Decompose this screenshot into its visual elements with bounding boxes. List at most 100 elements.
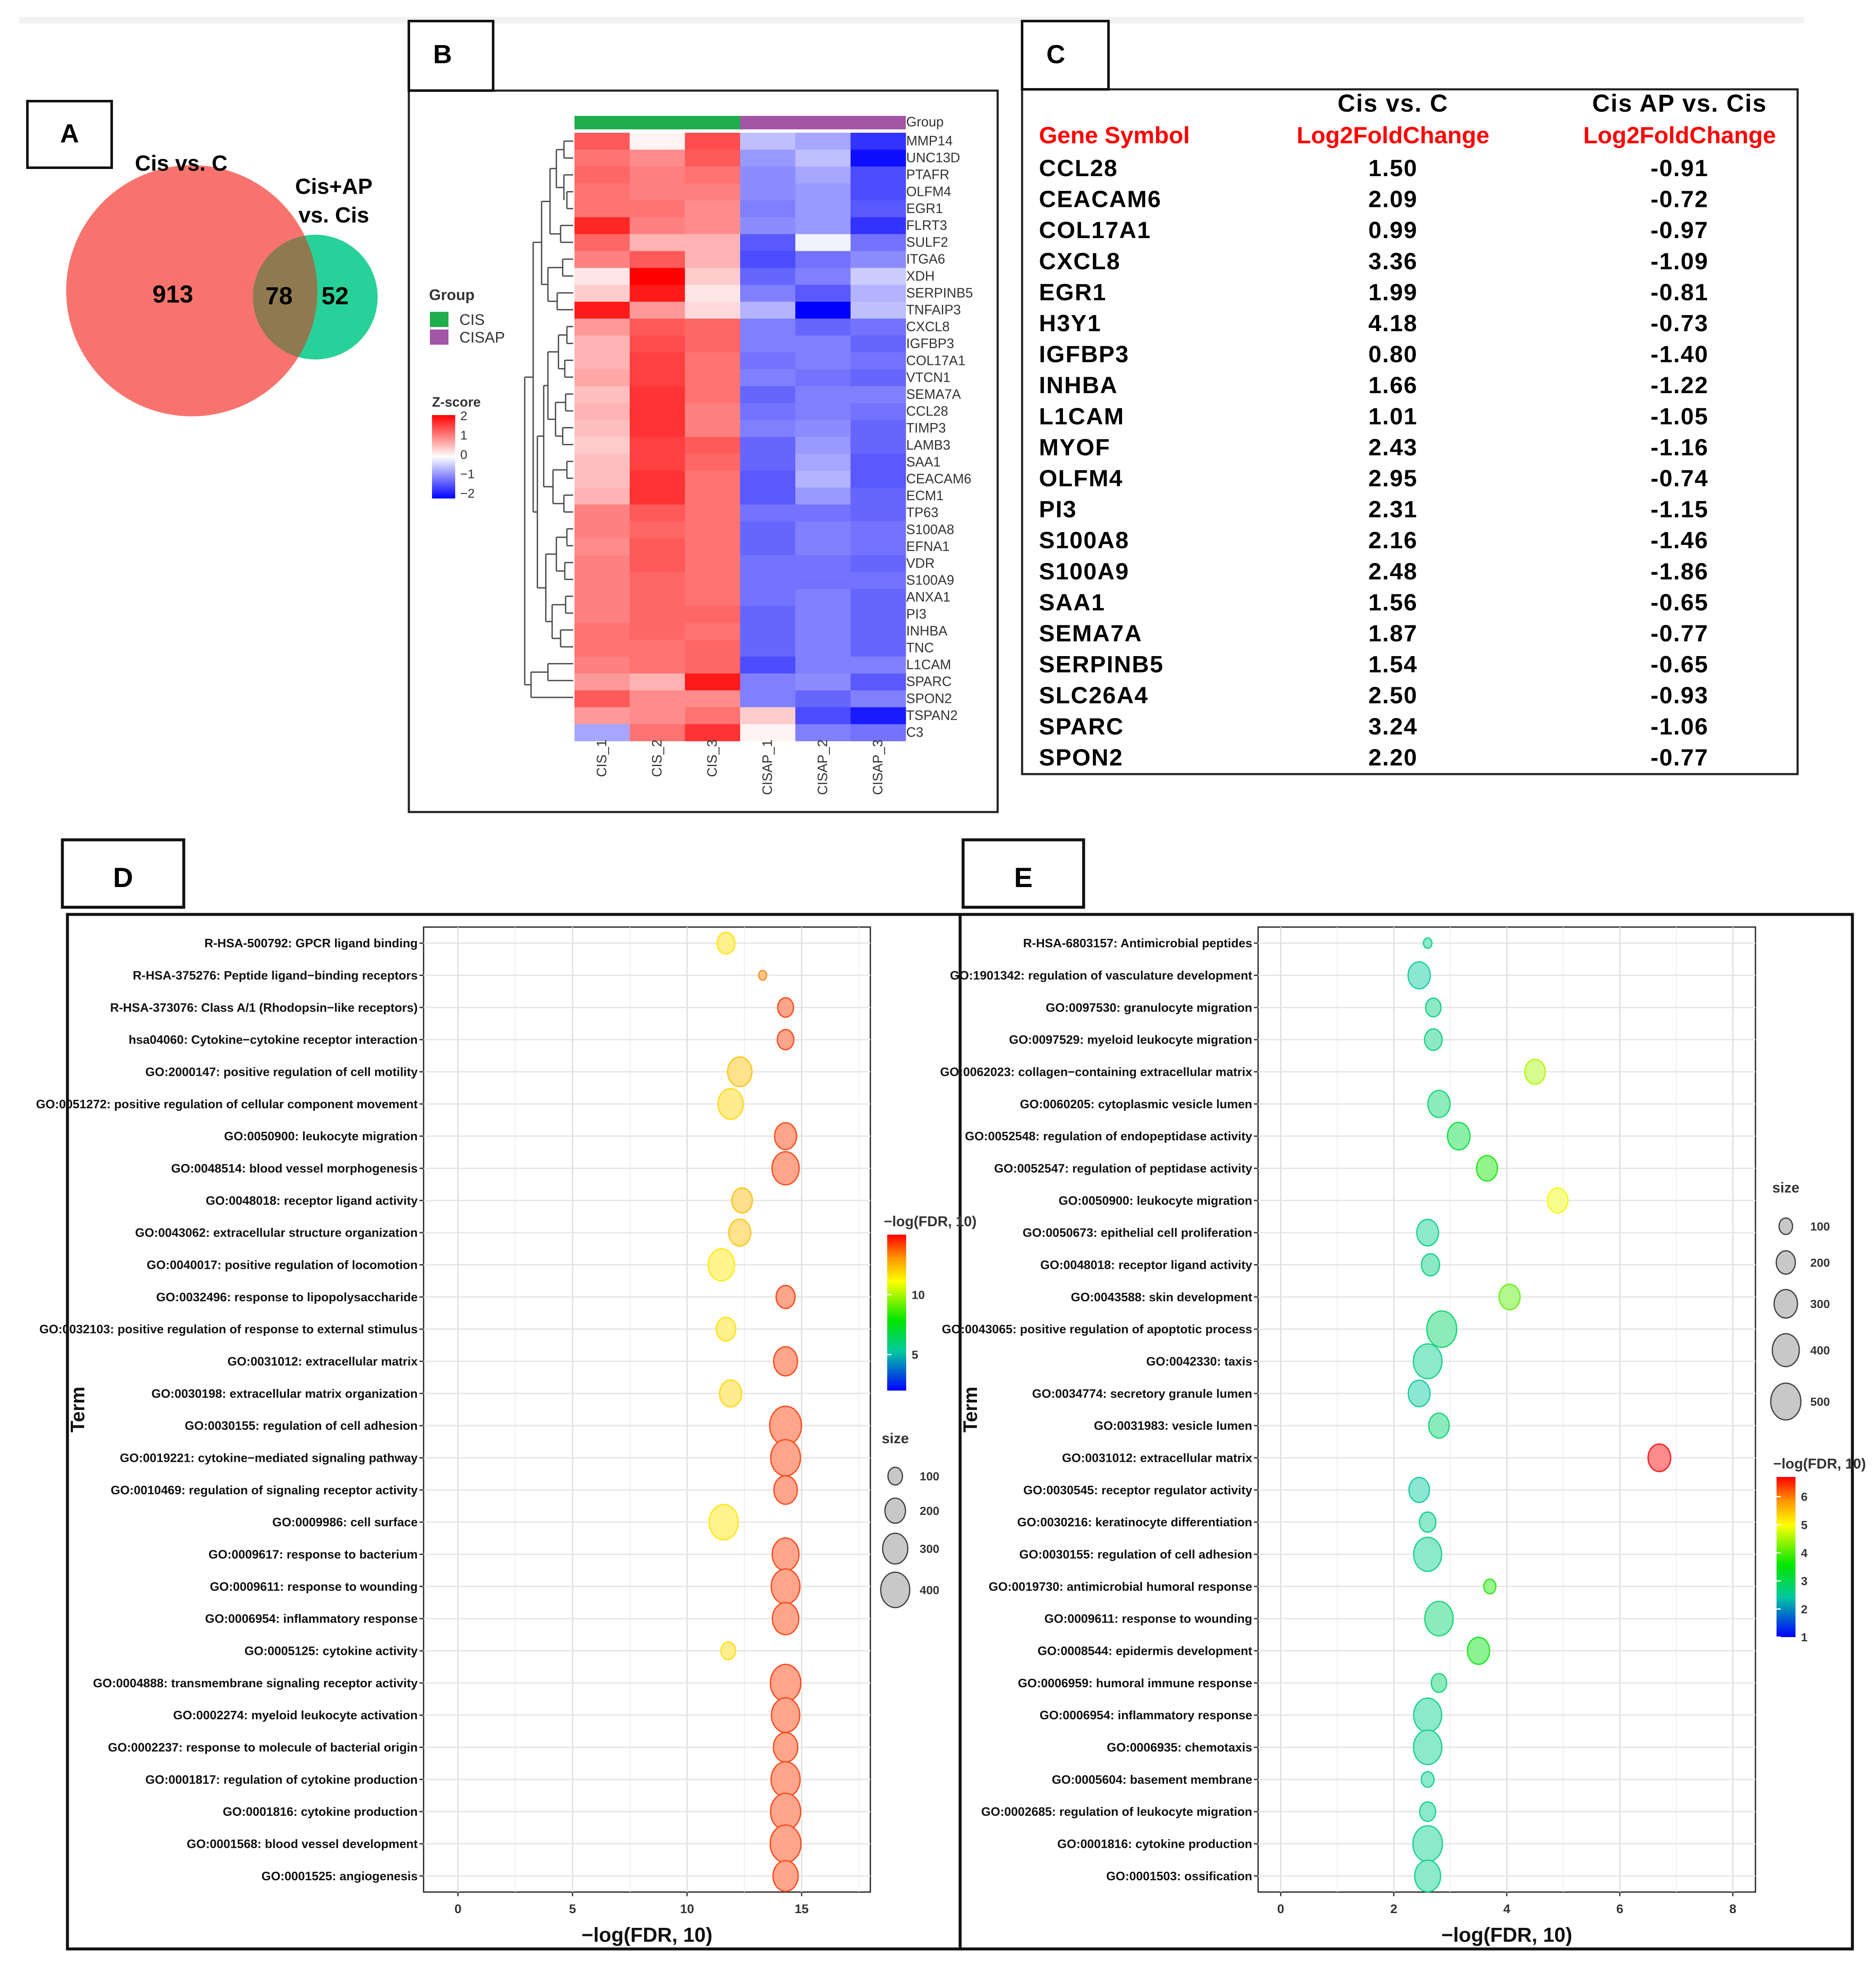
heatmap-cell — [630, 386, 685, 404]
term-label: GO:0001816: cytokine production — [1057, 1838, 1252, 1851]
bubble — [1420, 1771, 1435, 1788]
heatmap-cell — [630, 657, 685, 674]
heatmap-cell — [740, 572, 796, 590]
heatmap-cell — [795, 352, 851, 370]
panel-c-label-box — [1021, 20, 1110, 91]
heatmap-cell — [630, 420, 685, 437]
table-value-cis-vs-c: 2.16 — [1369, 527, 1418, 553]
panel-d-label: D — [113, 862, 133, 893]
table-value-cisap-vs-cis: -0.65 — [1651, 589, 1709, 615]
bubble — [758, 970, 768, 981]
term-label: R-HSA-375276: Peptide ligand−binding rec… — [133, 969, 418, 983]
color-legend-tick-label: 10 — [912, 1288, 925, 1301]
heatmap-cell — [740, 268, 796, 285]
heatmap-row-label: SEMA7A — [906, 387, 961, 402]
term-label: GO:0009617: response to bacterium — [209, 1548, 418, 1562]
table-group-header: Cis vs. C — [1338, 90, 1449, 117]
heatmap-cell — [740, 521, 796, 539]
heatmap-cell — [851, 217, 906, 235]
heatmap-cell — [685, 251, 741, 268]
heatmap-cell — [795, 403, 851, 421]
term-label: GO:0030216: keratinocyte differentiation — [1017, 1516, 1252, 1529]
bubble — [715, 1316, 737, 1342]
bubble — [1498, 1284, 1521, 1311]
bubble — [1546, 1187, 1569, 1214]
bubble — [1425, 997, 1442, 1018]
heatmap-cell — [630, 471, 685, 488]
heatmap-cell — [630, 538, 685, 555]
term-label: GO:0031983: vesicle lumen — [1094, 1419, 1252, 1433]
venn-circle-left — [66, 165, 317, 416]
panel-d-label-box — [61, 838, 185, 909]
heatmap: Group MMP14 UNC13D PTAFR OLFM4 EGR1 FLRT3 SULF2… — [429, 114, 973, 795]
heatmap-cell — [740, 150, 796, 167]
heatmap-row-label: PI3 — [906, 606, 926, 622]
bubble — [771, 1151, 800, 1186]
heatmap-row-label: S100A8 — [906, 522, 954, 537]
table-gene-symbol: CEACAM6 — [1039, 186, 1162, 212]
heatmap-cell — [740, 724, 796, 742]
table-gene-symbol: PI3 — [1039, 496, 1077, 523]
heatmap-cell — [851, 166, 906, 184]
heatmap-cell — [574, 589, 630, 606]
table-value-cisap-vs-cis: -0.77 — [1651, 620, 1709, 646]
table-value-cis-vs-c: 2.48 — [1369, 558, 1418, 584]
heatmap-cell — [740, 622, 796, 640]
term-label: GO:0048514: blood vessel morphogenesis — [171, 1162, 418, 1176]
panel-e-label: E — [1014, 862, 1033, 893]
heatmap-cell — [574, 403, 630, 421]
heatmap-cell — [795, 284, 851, 302]
top-rule — [19, 17, 1804, 24]
bubble — [773, 1346, 798, 1377]
heatmap-cell — [740, 488, 796, 505]
heatmap-cell — [685, 673, 741, 691]
color-legend-bar — [887, 1235, 906, 1391]
table-gene-symbol: COL17A1 — [1039, 217, 1151, 243]
heatmap-row-label: C3 — [906, 725, 923, 740]
color-legend-tick-label: 1 — [1801, 1631, 1808, 1644]
group-annotation-cell — [685, 116, 740, 129]
bubble — [772, 1602, 800, 1635]
size-legend-circle — [1770, 1382, 1802, 1421]
heatmap-row-label: PTAFR — [906, 167, 950, 182]
term-label: GO:0019221: cytokine−mediated signaling … — [120, 1452, 418, 1465]
size-legend-label: 400 — [1810, 1344, 1830, 1357]
heatmap-cell — [851, 183, 906, 201]
panel-a-label: A — [60, 119, 79, 148]
term-label: GO:0009611: response to wounding — [1044, 1612, 1252, 1626]
heatmap-cell — [795, 521, 851, 539]
table-value-cisap-vs-cis: -1.46 — [1651, 527, 1709, 553]
bubble — [770, 1761, 801, 1798]
term-label: GO:0042330: taxis — [1146, 1355, 1252, 1369]
heatmap-cell — [630, 572, 685, 590]
heatmap-cell — [574, 335, 630, 353]
heatmap-cell — [685, 200, 741, 217]
heatmap-cell — [851, 521, 906, 539]
heatmap-cell — [851, 386, 906, 404]
table-gene-symbol: S100A8 — [1039, 527, 1129, 553]
heatmap-cell — [685, 453, 741, 471]
heatmap-cell — [740, 386, 796, 404]
heatmap-row-label: SPARC — [906, 674, 952, 689]
heatmap-cell — [795, 335, 851, 353]
x-tick-label: 4 — [1503, 1902, 1511, 1916]
heatmap-row-label: LAMB3 — [906, 437, 950, 453]
heatmap-cell — [574, 707, 630, 724]
group-annotation-cell — [851, 116, 906, 129]
heatmap-cell — [795, 471, 851, 488]
x-tick-label: 0 — [1277, 1902, 1284, 1916]
heatmap-cell — [851, 420, 906, 437]
heatmap-cell — [851, 453, 906, 471]
bubble — [776, 1029, 795, 1051]
zscore-colorbar — [432, 415, 455, 499]
heatmap-row-label: OLFM4 — [906, 184, 951, 199]
heatmap-row-label: SERPINB5 — [906, 285, 973, 300]
bubble — [709, 1504, 739, 1541]
heatmap-cell — [795, 453, 851, 471]
heatmap-cell — [795, 133, 851, 150]
heatmap-cell — [630, 251, 685, 268]
bubble — [769, 1824, 802, 1863]
bubble — [1426, 1310, 1457, 1348]
group-annotation-cell — [574, 116, 630, 129]
heatmap-cell — [685, 572, 741, 590]
